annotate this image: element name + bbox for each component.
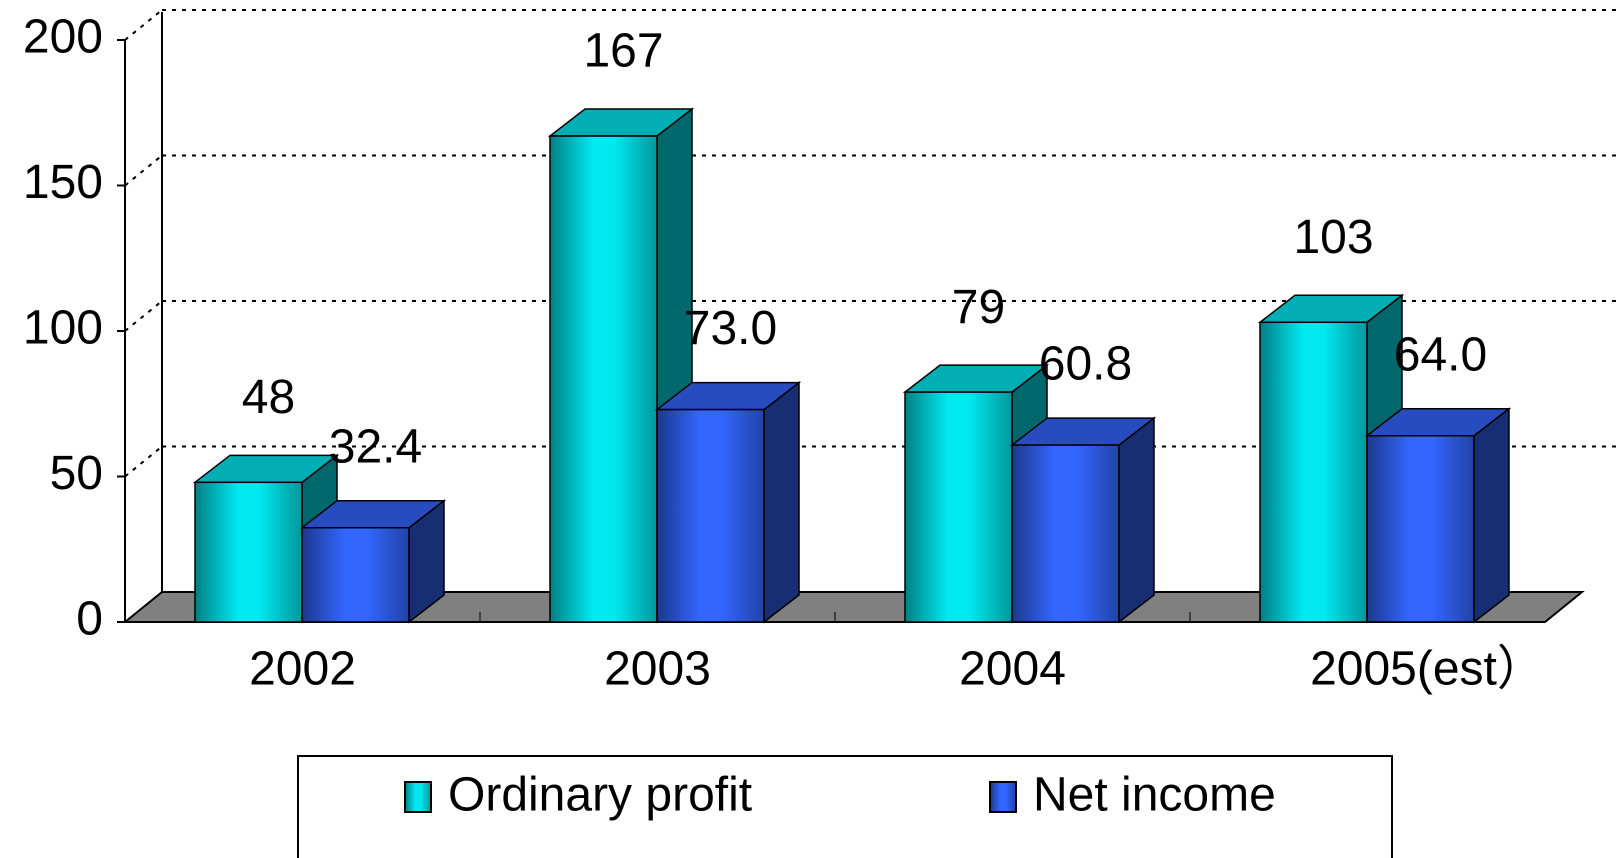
bar — [1257, 293, 1405, 624]
bar — [1364, 407, 1512, 624]
grid-line — [124, 154, 163, 187]
bar-shade — [1366, 435, 1475, 623]
value-label: 60.8 — [1039, 338, 1132, 391]
value-label: 103 — [1293, 211, 1373, 264]
bar-shade — [1259, 321, 1368, 623]
value-label: 79 — [952, 281, 1005, 334]
legend-label: Net income — [1033, 769, 1276, 822]
y-tick-label: 0 — [76, 593, 103, 646]
y-tick-label: 100 — [23, 302, 103, 355]
bar-shade — [301, 526, 410, 623]
bar-shade — [656, 408, 765, 623]
grid-line — [124, 445, 163, 478]
x-tick-label: 2005(est） — [1310, 643, 1545, 696]
grid-line — [124, 9, 163, 41]
value-label: 48 — [242, 371, 295, 424]
bar — [299, 499, 447, 624]
bar-shade — [194, 481, 303, 623]
value-label: 64.0 — [1394, 328, 1487, 381]
x-tick-label: 2002 — [249, 643, 356, 696]
legend — [297, 755, 1393, 858]
y-tick-label: 50 — [50, 447, 103, 500]
value-label: 73.0 — [684, 302, 777, 355]
bar-side — [763, 381, 800, 624]
bar-side — [1473, 407, 1510, 624]
bar-shade — [1011, 444, 1120, 623]
bar — [1009, 416, 1157, 624]
bar-side — [1118, 416, 1155, 624]
y-tick-label: 200 — [23, 11, 103, 64]
bar-shade — [549, 135, 658, 623]
legend-label: Ordinary profit — [448, 769, 752, 822]
y-tick-label: 150 — [23, 156, 103, 209]
legend-swatch-shade — [405, 782, 431, 812]
value-label: 167 — [583, 25, 663, 78]
x-tick-label: 2004 — [959, 643, 1066, 696]
grid-line — [124, 300, 163, 332]
value-label: 32.4 — [329, 420, 422, 473]
bar-shade — [904, 391, 1013, 623]
legend-swatch-shade — [990, 782, 1016, 812]
x-tick-label: 2003 — [604, 643, 711, 696]
bar — [654, 381, 802, 624]
